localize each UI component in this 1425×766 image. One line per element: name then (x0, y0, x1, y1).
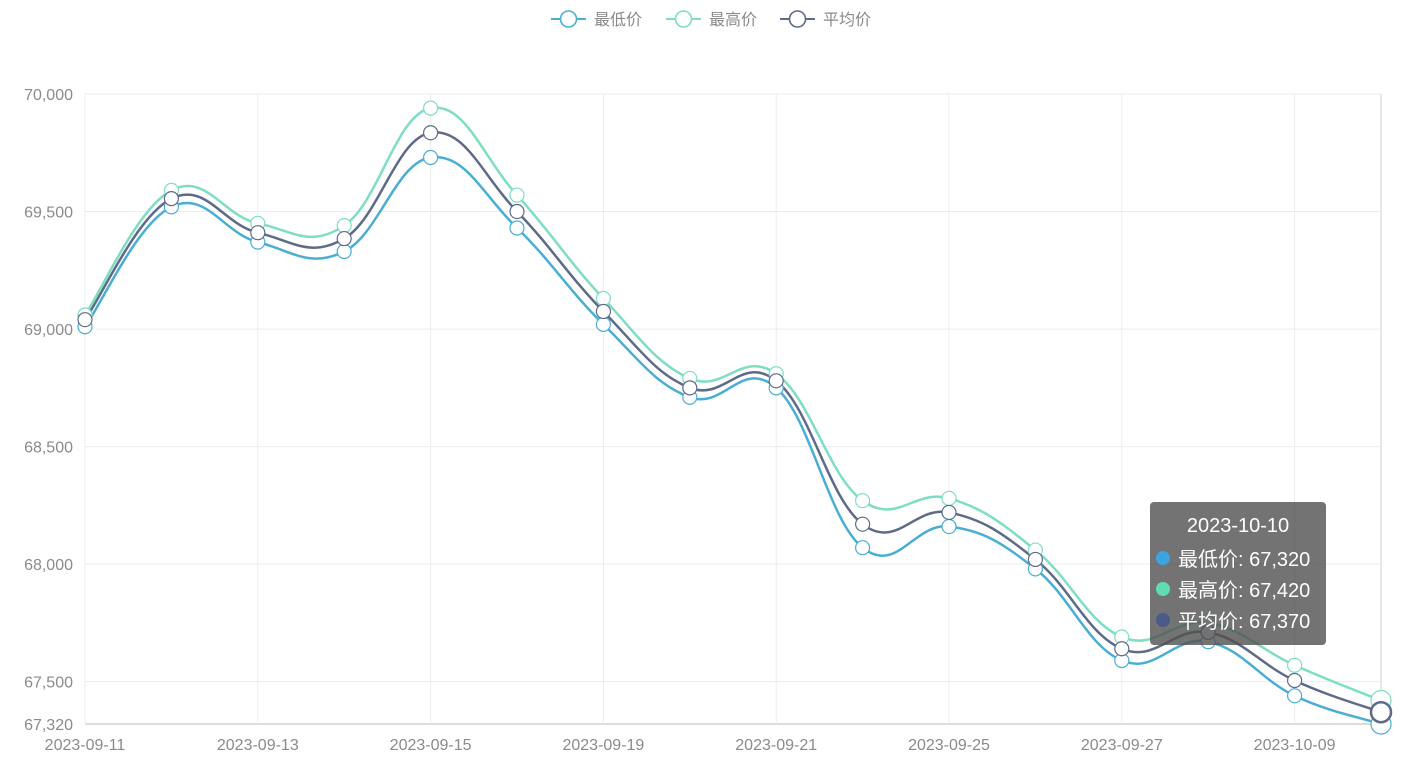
x-tick-label: 2023-09-25 (908, 737, 990, 754)
data-point-0[interactable] (854, 540, 871, 556)
data-point-2[interactable] (163, 191, 179, 207)
y-tick-label: 67,320 (24, 717, 73, 734)
y-tick-label: 67,500 (24, 675, 73, 692)
series-line-1 (83, 106, 1382, 702)
data-point-2[interactable] (768, 373, 784, 389)
x-tick-label: 2023-10-09 (1254, 737, 1336, 754)
tooltip-row-high: 最高价: 67,420 (1150, 573, 1326, 604)
data-point-2[interactable] (595, 303, 612, 320)
y-tick-label: 68,500 (24, 440, 73, 457)
data-point-2[interactable] (509, 203, 525, 220)
x-tick-label: 2023-09-19 (562, 737, 644, 754)
data-point-0[interactable] (336, 243, 352, 260)
x-tick-label: 2023-09-15 (390, 737, 472, 754)
data-point-2[interactable] (1369, 700, 1393, 724)
tooltip-label-low: 最低价: 67,320 (1178, 549, 1311, 571)
y-tick-label: 68,000 (24, 557, 73, 574)
x-tick-label: 2023-09-21 (735, 737, 817, 754)
legend-swatch-marker[interactable] (674, 10, 693, 28)
legend-swatch-marker[interactable] (788, 10, 807, 28)
data-point-1[interactable] (854, 493, 871, 509)
y-tick-label: 70,000 (24, 87, 73, 104)
data-point-0[interactable] (595, 316, 612, 332)
data-point-0[interactable] (423, 149, 439, 166)
series-line-0 (83, 155, 1382, 726)
chart-tooltip: 2023-10-10 最低价: 67,320 最高价: 67,420 平均价: … (1150, 502, 1326, 645)
data-point-2[interactable] (77, 312, 93, 328)
legend-label[interactable]: 最高价 (709, 11, 757, 29)
data-point-2[interactable] (682, 380, 698, 396)
data-point-1[interactable] (941, 490, 957, 506)
data-point-1[interactable] (1286, 657, 1303, 673)
tooltip-dot-low (1156, 550, 1170, 565)
x-tick-label: 2023-09-13 (217, 737, 299, 754)
data-point-0[interactable] (1286, 688, 1303, 704)
data-point-2[interactable] (1114, 641, 1130, 657)
legend-label[interactable]: 平均价 (823, 11, 871, 29)
tooltip-row-low: 最低价: 67,320 (1150, 542, 1326, 573)
x-tick-label: 2023-09-27 (1081, 737, 1163, 754)
tooltip-dot-avg (1156, 612, 1170, 627)
y-tick-label: 69,000 (24, 322, 73, 339)
data-point-2[interactable] (423, 125, 439, 141)
data-point-2[interactable] (1027, 551, 1044, 568)
data-point-1[interactable] (336, 218, 352, 234)
tooltip-row-avg: 平均价: 67,370 (1150, 604, 1326, 635)
data-point-1[interactable] (509, 187, 525, 203)
data-point-2[interactable] (250, 225, 266, 241)
data-point-2[interactable] (1286, 672, 1303, 689)
legend-swatch-marker[interactable] (559, 10, 578, 28)
data-point-2[interactable] (941, 504, 957, 521)
data-point-1[interactable] (595, 290, 612, 307)
data-point-0[interactable] (509, 220, 525, 236)
data-point-2[interactable] (854, 516, 871, 532)
y-tick-label: 69,500 (24, 205, 73, 222)
x-tick-label: 2023-09-11 (45, 737, 126, 754)
tooltip-label-high: 最高价: 67,420 (1178, 580, 1311, 602)
tooltip-title: 2023-10-10 (1186, 515, 1290, 537)
legend-label[interactable]: 最低价 (594, 11, 642, 29)
tooltip-label-avg: 平均价: 67,370 (1178, 611, 1311, 633)
data-point-2[interactable] (336, 230, 352, 247)
data-point-1[interactable] (423, 100, 439, 116)
data-point-0[interactable] (941, 518, 957, 535)
series-line-2 (83, 131, 1382, 714)
tooltip-dot-high (1156, 581, 1170, 596)
